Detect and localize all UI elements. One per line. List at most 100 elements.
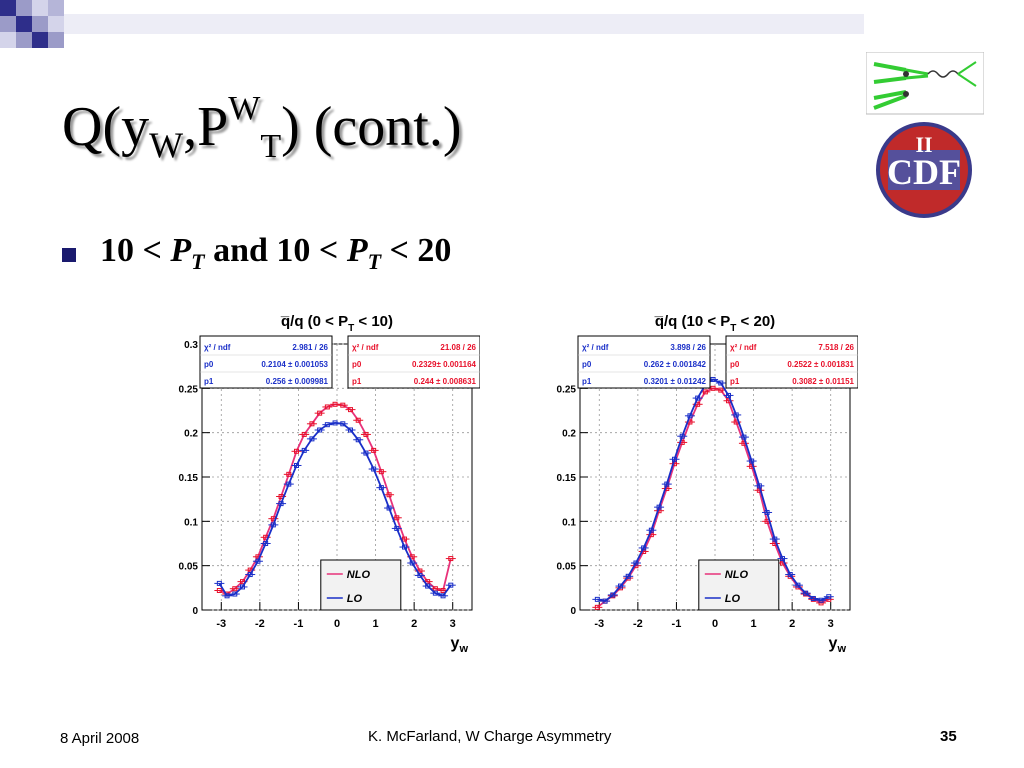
data-point-marker	[386, 492, 392, 498]
data-point-marker	[448, 556, 454, 562]
y-tick-label: 0.15	[179, 473, 199, 484]
stat-value: 0.262 ± 0.001842	[644, 360, 707, 369]
data-point-marker	[286, 471, 292, 477]
chart-left: -3 -2 -1 0 1 2 3 0 0.05 0.1 0.15 0.2 0.25 0.3 q̅/q (0 …	[179, 313, 480, 652]
data-point-marker	[448, 582, 454, 588]
data-point-marker	[726, 392, 731, 398]
data-point-marker	[810, 595, 816, 601]
data-point-marker	[818, 597, 824, 603]
legend-frame	[698, 559, 780, 611]
stat-label: p0	[582, 360, 592, 369]
stat-label: χ² / ndf	[352, 343, 379, 352]
data-point-marker	[324, 422, 330, 428]
data-point-marker	[355, 417, 361, 423]
data-point-marker	[386, 505, 392, 511]
data-point-marker	[340, 402, 346, 408]
x-tick-label: 2	[411, 618, 417, 630]
data-point-marker	[432, 590, 438, 596]
svg-text:CDF: CDF	[887, 152, 961, 192]
chart-right: -3 -2 -1 0 1 2 3 0 0.05 0.1 0.15 0.2 0.25 q̅/q (10 < …	[557, 313, 858, 652]
stat-label: p0	[352, 360, 362, 369]
data-point-marker	[240, 584, 245, 590]
chart-title: q̅/q (10 < PT < 20)	[654, 313, 775, 334]
x-tick-label: 0	[334, 618, 340, 630]
data-point-marker	[710, 385, 716, 391]
data-point-marker	[317, 427, 323, 433]
svg-text:II: II	[915, 132, 932, 157]
data-point-marker	[718, 380, 724, 386]
x-tick-label: -3	[216, 618, 226, 630]
footer-date: 8 April 2008	[60, 730, 140, 747]
data-point-marker	[625, 573, 631, 579]
data-point-marker	[741, 434, 747, 440]
stat-box-blue: χ² / ndf 3.898 / 26 p0 0.262 ± 0.001842 p1 0.…	[577, 335, 711, 389]
data-point-marker	[332, 420, 338, 426]
data-point-marker	[756, 483, 762, 489]
slide-title: Q(yW,PWT) (cont.)	[62, 90, 462, 165]
stat-value: 3.898 / 26	[670, 343, 706, 352]
data-point-marker	[232, 591, 238, 597]
data-point-marker	[309, 436, 315, 442]
data-point-marker	[656, 504, 662, 510]
x-tick-label: 1	[373, 618, 379, 630]
y-tick-label: 0.1	[562, 517, 576, 528]
x-tick-label: 0	[712, 618, 718, 630]
data-point-marker	[394, 525, 400, 531]
y-tick-label: 0.2	[562, 429, 576, 440]
stat-value: 21.08 / 26	[440, 343, 476, 352]
bullet-text: 10 < PT and 10 < PT < 20	[100, 232, 452, 274]
data-point-marker	[348, 407, 353, 413]
data-point-marker	[240, 579, 245, 585]
data-point-marker	[224, 593, 230, 599]
data-point-marker	[718, 387, 724, 393]
chart-title: q̅/q (0 < PT < 10)	[280, 313, 393, 334]
legend: NLO LO	[698, 559, 780, 611]
x-tick-label: -2	[633, 618, 643, 630]
x-axis-label: yw	[829, 635, 847, 652]
data-point-marker	[409, 560, 415, 566]
stat-label: p1	[582, 377, 592, 386]
y-tick-label: 0.05	[179, 562, 199, 573]
stat-value: 0.2329± 0.001164	[412, 360, 477, 369]
data-point-marker	[402, 544, 407, 550]
data-point-marker	[363, 431, 369, 437]
data-point-marker	[702, 389, 708, 395]
stat-box-frame	[725, 335, 858, 389]
data-point-marker	[764, 509, 770, 515]
y-tick-label: 0.3	[184, 340, 198, 351]
data-point-marker	[332, 401, 338, 407]
stat-value: 7.518 / 26	[818, 343, 854, 352]
data-point-marker	[324, 404, 330, 410]
page-number: 35	[940, 728, 957, 745]
data-point-marker	[255, 558, 261, 564]
data-point-marker	[348, 427, 353, 433]
cdf-logo: CDF II	[866, 52, 984, 218]
x-tick-label: -1	[672, 618, 682, 630]
bullet-square-icon	[62, 248, 76, 262]
stat-box-red: χ² / ndf 7.518 / 26 p0 0.2522 ± 0.001831 p1 0…	[725, 335, 858, 389]
stat-box-red: χ² / ndf 21.08 / 26 p0 0.2329± 0.001164 p1 0.…	[347, 335, 480, 389]
legend-frame	[320, 559, 402, 611]
stat-label: p1	[204, 377, 214, 386]
data-point-marker	[371, 447, 377, 453]
y-tick-label: 0	[570, 606, 576, 617]
data-point-marker	[749, 458, 755, 464]
data-point-marker	[710, 376, 716, 382]
legend: NLO LO	[320, 559, 402, 611]
data-point-marker	[378, 469, 384, 475]
data-point-marker	[378, 485, 384, 491]
data-point-marker	[633, 560, 639, 566]
data-point-marker	[278, 501, 284, 507]
stat-value: 0.2522 ± 0.001831	[787, 360, 854, 369]
data-point-marker	[417, 572, 423, 578]
data-point-marker	[402, 536, 407, 542]
data-point-marker	[340, 421, 346, 427]
y-tick-label: 0.2	[184, 429, 198, 440]
data-point-marker	[687, 413, 693, 419]
stat-box-frame	[347, 335, 480, 389]
data-point-marker	[409, 554, 415, 560]
stat-value: 0.3082 ± 0.01151	[792, 377, 854, 386]
x-tick-label: 3	[450, 618, 456, 630]
data-point-marker	[216, 580, 222, 586]
x-tick-label: 2	[789, 618, 795, 630]
